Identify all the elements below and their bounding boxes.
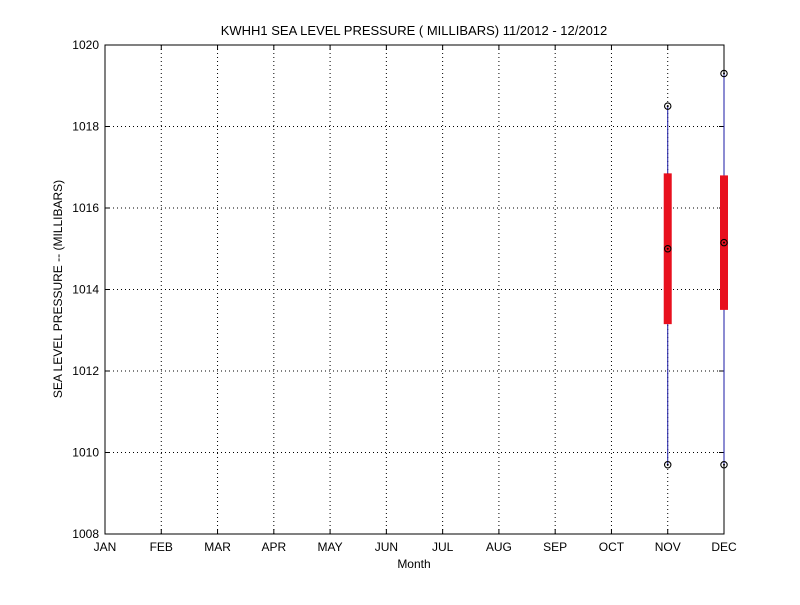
x-tick-label: JUN <box>375 540 398 554</box>
median-marker-dot-dec <box>723 241 725 244</box>
y-tick-label: 1020 <box>72 38 99 52</box>
x-tick-label: NOV <box>655 540 681 554</box>
min-marker-dec <box>720 460 728 469</box>
max-marker-nov <box>663 102 672 110</box>
y-tick-label: 1016 <box>72 201 99 215</box>
max-marker-dec <box>720 69 728 78</box>
boxes <box>663 69 728 469</box>
x-tick-label: MAR <box>204 540 231 554</box>
ticks: JAN FEB MAR APR MAY JUN JUL AUG SEP OCT NOV DEC 1008… <box>72 38 737 554</box>
y-axis-label: SEA LEVEL PRESSURE -- (MILLIBARS) <box>51 180 65 398</box>
y-tick-label: 1014 <box>72 283 99 297</box>
x-tick-label: SEP <box>543 540 567 554</box>
y-tick-label: 1018 <box>72 120 99 134</box>
x-tick-label: OCT <box>599 540 625 554</box>
y-tick-label: 1008 <box>72 527 99 541</box>
x-tick-label: DEC <box>711 540 737 554</box>
median-marker-nov <box>663 245 672 253</box>
min-marker-dot-dec <box>723 463 725 466</box>
x-tick-label: JAN <box>94 540 117 554</box>
x-tick-label: MAY <box>318 540 343 554</box>
x-tick-label: APR <box>261 540 286 554</box>
chart-title: KWHH1 SEA LEVEL PRESSURE ( MILLIBARS) 11… <box>221 23 608 38</box>
x-tick-label: FEB <box>150 540 173 554</box>
x-tick-label: AUG <box>486 540 512 554</box>
x-axis-label: Month <box>397 557 430 571</box>
median-marker-dec <box>720 238 728 247</box>
y-tick-label: 1012 <box>72 364 99 378</box>
x-tick-label: JUL <box>432 540 454 554</box>
median-marker-dot-nov <box>666 247 669 250</box>
min-marker-nov <box>663 460 672 469</box>
min-marker-dot-nov <box>666 463 669 466</box>
y-tick-label: 1010 <box>72 446 99 460</box>
max-marker-dot-dec <box>723 72 725 75</box>
max-marker-dot-nov <box>666 105 669 108</box>
